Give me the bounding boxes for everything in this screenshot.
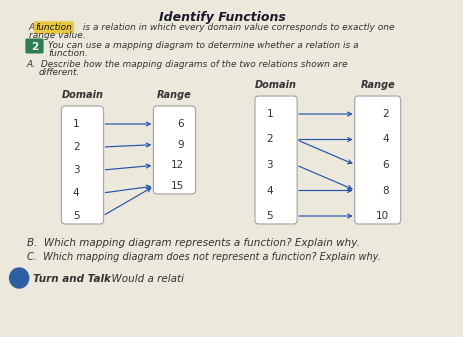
Text: 3: 3 bbox=[266, 160, 273, 170]
Text: function: function bbox=[35, 23, 72, 32]
Text: Range: Range bbox=[360, 80, 394, 90]
Text: 4: 4 bbox=[266, 185, 273, 195]
Text: 6: 6 bbox=[382, 160, 388, 170]
Text: 5: 5 bbox=[266, 211, 273, 221]
Circle shape bbox=[10, 268, 29, 288]
Text: B.  Which mapping diagram represents a function? Explain why.: B. Which mapping diagram represents a fu… bbox=[27, 238, 359, 248]
Text: 5: 5 bbox=[73, 211, 79, 221]
FancyBboxPatch shape bbox=[354, 96, 400, 224]
Text: 10: 10 bbox=[375, 211, 388, 221]
Text: A: A bbox=[29, 23, 38, 32]
Text: range value.: range value. bbox=[29, 31, 85, 40]
FancyBboxPatch shape bbox=[255, 96, 296, 224]
Text: 1: 1 bbox=[266, 109, 273, 119]
Text: 12: 12 bbox=[170, 160, 184, 170]
Text: 9: 9 bbox=[177, 140, 184, 150]
Text: 15: 15 bbox=[170, 181, 184, 191]
Text: Domain: Domain bbox=[61, 90, 103, 100]
Text: Turn and Talk: Turn and Talk bbox=[32, 274, 110, 284]
Text: 2: 2 bbox=[382, 109, 388, 119]
Text: 2: 2 bbox=[73, 142, 79, 152]
Text: is a relation in which every domain value corresponds to exactly one: is a relation in which every domain valu… bbox=[79, 23, 393, 32]
Text: 2: 2 bbox=[266, 134, 273, 145]
Text: different.: different. bbox=[38, 68, 80, 77]
Text: C.  Which mapping diagram does not represent a function? Explain why.: C. Which mapping diagram does not repres… bbox=[27, 252, 380, 262]
Text: 4: 4 bbox=[382, 134, 388, 145]
Text: You can use a mapping diagram to determine whether a relation is a: You can use a mapping diagram to determi… bbox=[48, 41, 358, 50]
Text: Identify Functions: Identify Functions bbox=[159, 11, 285, 24]
FancyBboxPatch shape bbox=[153, 106, 195, 194]
Text: function.: function. bbox=[48, 49, 88, 58]
FancyBboxPatch shape bbox=[25, 38, 44, 54]
Text: A.  Describe how the mapping diagrams of the two relations shown are: A. Describe how the mapping diagrams of … bbox=[27, 60, 348, 69]
Text: Would a relati: Would a relati bbox=[105, 274, 184, 284]
Text: 3: 3 bbox=[73, 165, 79, 175]
Text: Domain: Domain bbox=[255, 80, 296, 90]
FancyBboxPatch shape bbox=[61, 106, 103, 224]
Text: 2: 2 bbox=[31, 42, 38, 52]
Text: 1: 1 bbox=[73, 119, 79, 129]
Text: Range: Range bbox=[157, 90, 191, 100]
Text: 6: 6 bbox=[177, 119, 184, 129]
Text: 8: 8 bbox=[382, 185, 388, 195]
Text: 4: 4 bbox=[73, 188, 79, 198]
